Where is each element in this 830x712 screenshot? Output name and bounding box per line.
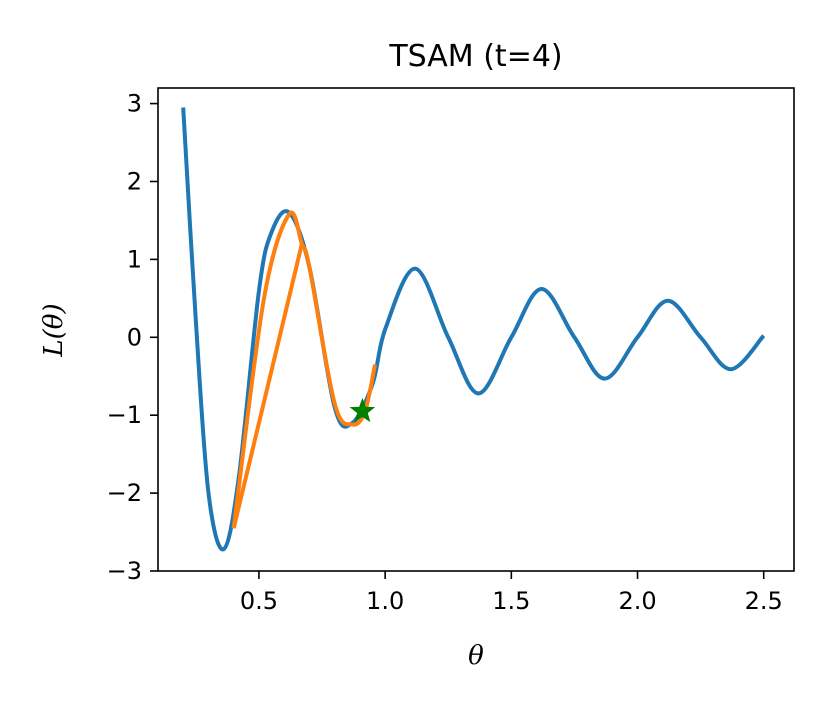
y-tick-label: −1: [107, 401, 142, 429]
y-tick-label: 0: [127, 323, 142, 351]
series-line-2: [231, 210, 377, 529]
x-tick-label: 2.0: [618, 587, 656, 615]
chart-title: TSAM (t=4): [388, 39, 562, 74]
y-tick-label: 1: [127, 245, 142, 273]
marker-layer: [349, 397, 376, 423]
x-tick-label: 1.0: [366, 587, 404, 615]
x-axis: 0.5 1.0 1.5 2.0 2.5: [240, 571, 783, 615]
x-tick-label: 2.5: [745, 587, 783, 615]
y-tick-label: 3: [127, 90, 142, 118]
y-axis-title: L(θ): [39, 303, 69, 357]
x-axis-title: θ: [468, 641, 484, 671]
y-tick-label: −2: [107, 479, 142, 507]
plot-frame: [157, 87, 795, 572]
y-axis: −3 −2 −1 0 1 2 3: [107, 90, 158, 585]
x-tick-label: 0.5: [240, 587, 278, 615]
curves-layer: [181, 107, 766, 552]
series-line-3: [231, 243, 304, 529]
y-tick-label: −3: [107, 557, 142, 585]
plot-background: [158, 88, 794, 571]
star-marker: [349, 397, 376, 423]
x-tick-label: 1.5: [492, 587, 530, 615]
y-tick-label: 2: [127, 167, 142, 195]
